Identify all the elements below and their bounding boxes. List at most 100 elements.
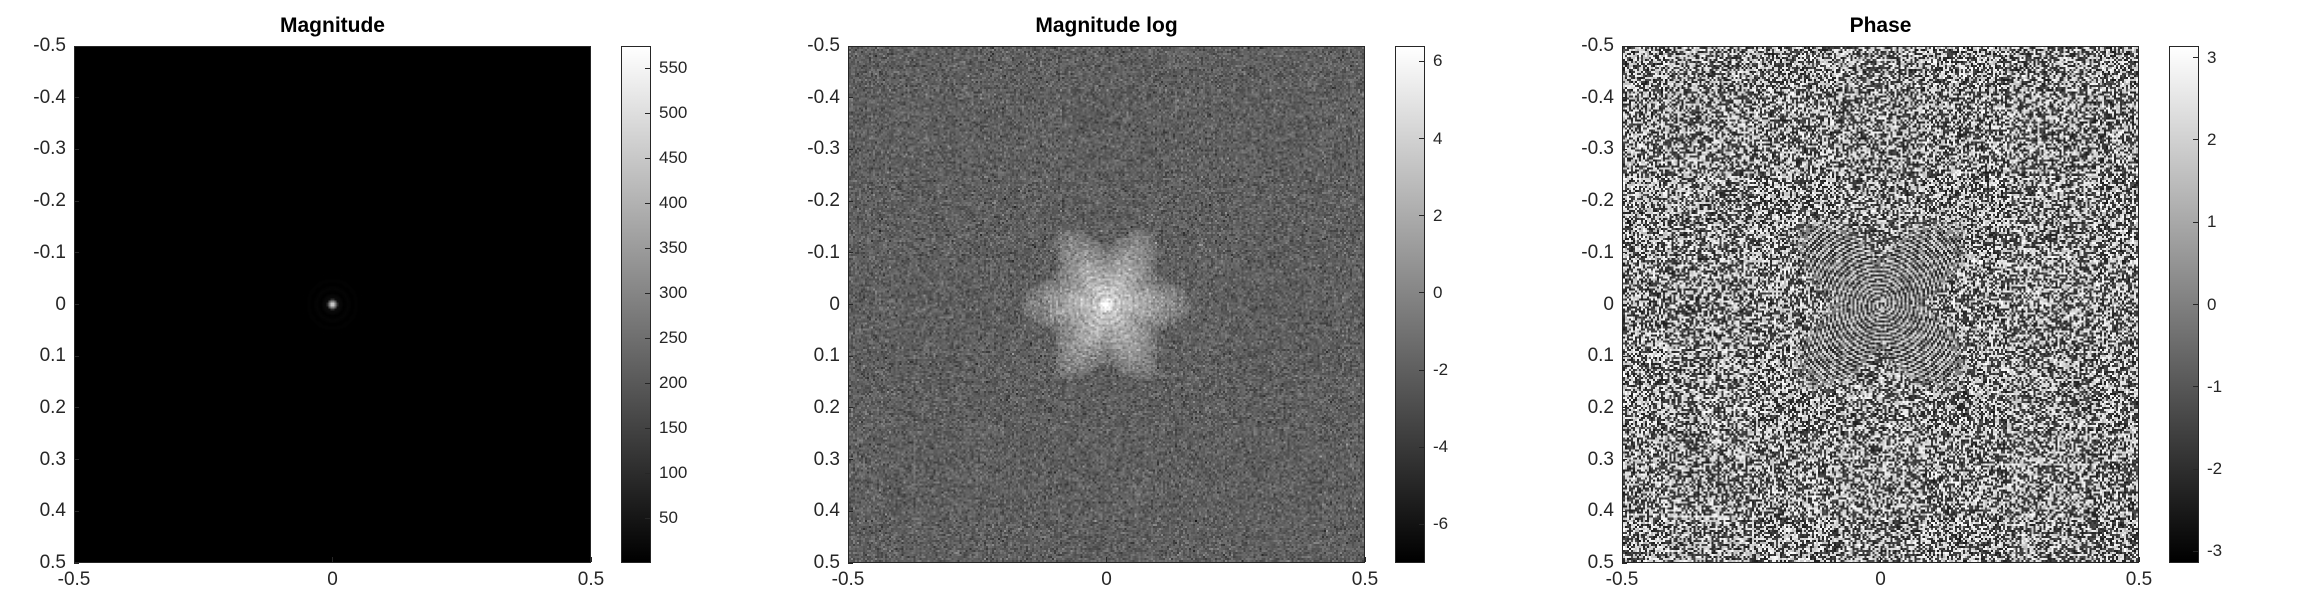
heatmap-pixels [75,47,590,562]
y-tick-mark [1622,97,1627,99]
colorbar-tick-mark [645,67,650,69]
y-tick-label: -0.3 [807,138,840,160]
y-tick-mark [74,459,79,461]
colorbar [1395,46,1425,563]
colorbar-tick-mark [2193,221,2198,223]
heatmap-pixels [1623,47,2138,562]
y-tick-mark [74,200,79,202]
colorbar-tick-label: 400 [659,193,688,213]
colorbar-tick-mark [2193,304,2198,305]
y-tick-mark [1622,200,1627,202]
colorbar-tick-label: 6 [1433,51,1443,71]
colorbar-tick-mark [645,112,650,114]
y-tick-label: 0.1 [1587,345,1614,367]
colorbar-tick-mark [2193,57,2198,59]
heatmap-image [1622,46,2139,563]
y-tick-label: 0 [55,293,66,315]
colorbar [621,46,651,563]
y-tick-mark [74,45,79,47]
x-tick-label: -0.5 [1605,569,1639,590]
y-tick-mark [1622,45,1627,47]
y-tick-mark [1622,304,1627,305]
colorbar-tick-label: -4 [1433,437,1449,457]
y-tick-label: -0.2 [1581,190,1614,212]
colorbar-tick-mark [2193,550,2198,552]
y-tick-label: 0.3 [1587,448,1614,470]
colorbar-tick-label: -2 [2207,459,2223,479]
y-tick-mark [848,304,853,305]
x-tick-label: 0 [1101,569,1112,590]
y-tick-mark [848,45,853,47]
y-tick-label: -0.3 [1581,138,1614,160]
y-tick-label: 0.5 [813,552,840,573]
y-tick-label: 0.5 [1587,552,1614,573]
colorbar-tick-mark [645,427,650,429]
colorbar-tick-mark [1419,369,1424,371]
heatmap-pixels [849,47,1364,562]
y-tick-mark [848,148,853,150]
y-tick-label: -0.2 [807,190,840,212]
y-tick-label: 0.1 [39,345,66,367]
y-tick-mark [74,355,79,357]
y-tick-label: -0.5 [33,35,66,56]
colorbar-tick-label: -3 [2207,541,2223,561]
colorbar-tick-label: 100 [659,463,688,483]
y-tick-mark [1622,407,1627,409]
y-tick-label: 0.1 [813,345,840,367]
colorbar-tick-label: 0 [2207,294,2217,314]
y-tick-mark [1622,459,1627,461]
y-tick-mark [848,355,853,357]
y-tick-mark [848,562,853,564]
colorbar-tick-mark [645,292,650,294]
colorbar-tick-mark [2193,468,2198,470]
y-tick-mark [74,148,79,150]
colorbar-tick-label: 200 [659,373,688,393]
colorbar-tick-label: -1 [2207,376,2223,396]
x-tick-mark [73,557,75,562]
y-tick-mark [848,97,853,99]
x-tick-label: 0 [327,569,338,590]
panel-magnitude: Magnitude -0.5 -0.4 -0.3 -0.2 -0.1 0 0.1 0.2 0.3… [0,0,774,603]
colorbar-tick-label: 3 [2207,47,2217,67]
y-tick-label: -0.4 [33,86,66,108]
colorbar-tick-mark [1419,523,1424,525]
panel-title: Magnitude [280,14,385,37]
x-tick-mark [332,557,333,562]
y-tick-label: -0.2 [33,190,66,212]
y-tick-mark [1622,252,1627,254]
colorbar-tick-mark [645,517,650,519]
y-tick-mark [1622,510,1627,512]
y-tick-mark [848,459,853,461]
colorbar-tick-label: 150 [659,418,688,438]
y-tick-label: 0 [1603,293,1614,315]
y-tick-mark [848,200,853,202]
y-tick-label: 0.3 [39,448,66,470]
colorbar-tick-label: 2 [2207,129,2217,149]
colorbar-tick-mark [1419,446,1424,448]
x-tick-label: 0.5 [1351,569,1379,590]
y-tick-label: -0.4 [1581,86,1614,108]
colorbar-tick-mark [645,472,650,474]
colorbar-tick-mark [2193,386,2198,388]
y-tick-mark [848,407,853,409]
y-tick-label: 0.3 [813,448,840,470]
colorbar-tick-label: 0 [1433,282,1443,302]
colorbar-tick-mark [2193,139,2198,141]
y-tick-mark [74,252,79,254]
y-tick-mark [74,97,79,99]
colorbar-tick-mark [645,382,650,384]
panel-magnitude-log: Magnitude log -0.5 -0.4 -0.3 -0.2 -0.1 0 0.1 0.… [774,0,1548,603]
y-tick-label: -0.1 [1581,241,1614,263]
y-tick-mark [74,304,79,305]
colorbar-tick-mark [645,247,650,249]
heatmap-image [848,46,1365,563]
x-tick-mark [2138,557,2140,562]
colorbar-tick-label: 50 [659,508,678,528]
colorbar-tick-mark [1419,292,1424,294]
y-tick-label: 0.5 [39,552,66,573]
colorbar-tick-label: -2 [1433,360,1449,380]
colorbar-tick-mark [645,337,650,339]
y-tick-mark [848,252,853,254]
x-tick-mark [1621,557,1623,562]
y-tick-mark [1622,148,1627,150]
